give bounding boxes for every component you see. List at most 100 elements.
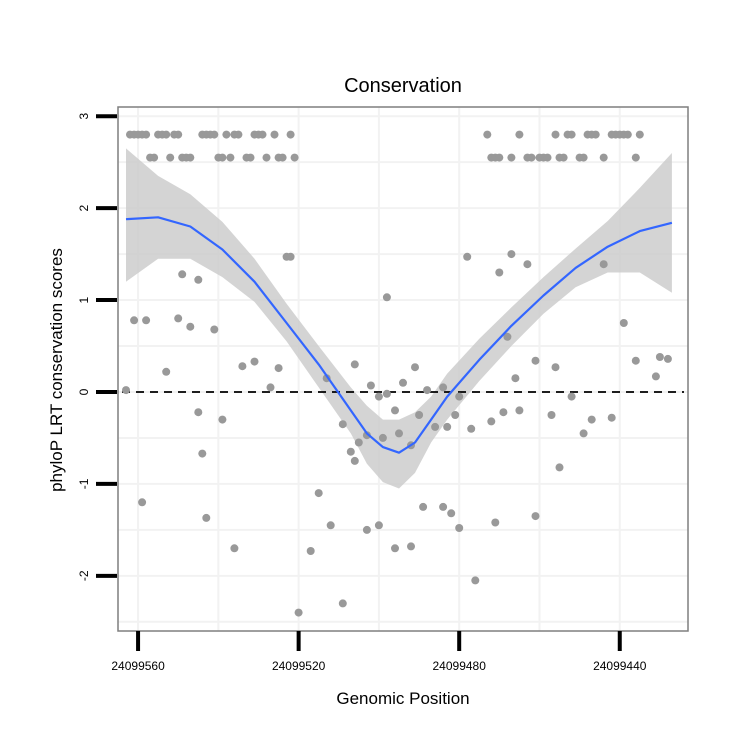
data-point [278, 153, 287, 162]
y-tick-label: 2 [77, 204, 91, 211]
data-point [346, 447, 355, 456]
data-point [419, 502, 428, 511]
data-point [230, 544, 239, 553]
data-point [198, 449, 207, 458]
data-point [174, 314, 183, 323]
data-point [290, 153, 299, 162]
data-point [631, 356, 640, 365]
data-point [515, 406, 524, 415]
data-point [378, 433, 387, 442]
x-tick-label: 24099520 [272, 659, 326, 673]
data-point [226, 153, 235, 162]
data-point [194, 408, 203, 417]
data-point [499, 408, 508, 417]
y-tick-label: -1 [77, 478, 91, 489]
plot-panel [118, 107, 688, 631]
chart-title: Conservation [344, 75, 462, 97]
data-point [511, 374, 520, 383]
data-point [635, 130, 644, 139]
data-point [655, 353, 664, 361]
data-point [366, 381, 375, 390]
data-point [491, 518, 500, 527]
data-point [234, 130, 243, 139]
data-point [166, 153, 175, 162]
data-point [623, 130, 632, 139]
data-point [350, 360, 359, 369]
data-point [607, 413, 616, 422]
data-point [587, 415, 596, 424]
data-point [455, 392, 464, 401]
data-point [447, 509, 456, 518]
data-point [523, 260, 532, 269]
data-point [567, 392, 576, 401]
data-point [467, 424, 476, 433]
data-point [130, 316, 139, 325]
data-point [415, 411, 424, 419]
data-point [495, 153, 504, 162]
y-tick-label: 3 [77, 113, 91, 120]
x-tick-label: 24099440 [593, 659, 647, 673]
data-point [471, 576, 480, 585]
data-point [551, 130, 560, 139]
x-axis-label: Genomic Position [336, 689, 469, 708]
data-point [142, 130, 151, 139]
data-point [495, 268, 504, 277]
y-tick-label: 0 [77, 388, 91, 395]
data-point [559, 153, 568, 162]
data-point [306, 547, 315, 555]
data-point [326, 521, 335, 530]
data-point [599, 153, 608, 162]
data-point [270, 130, 279, 139]
data-point [483, 130, 492, 139]
data-point [579, 153, 588, 162]
data-point [194, 275, 203, 284]
data-point [631, 153, 640, 162]
data-point [362, 525, 371, 534]
data-point [391, 406, 399, 415]
data-point [362, 431, 371, 440]
data-point [382, 389, 391, 398]
data-point [138, 498, 147, 507]
data-point [218, 415, 227, 424]
data-point [555, 463, 564, 472]
loess-fit-line [125, 216, 673, 454]
confidence-band-layer [126, 148, 672, 489]
data-point [202, 513, 211, 522]
data-point [142, 316, 151, 325]
data-point [439, 502, 448, 511]
data-point [250, 357, 259, 366]
data-point [599, 260, 608, 269]
data-point [579, 429, 588, 438]
x-axis: 24099560 24099520 24099480 24099440 [111, 631, 647, 673]
data-point [210, 130, 219, 139]
data-point [399, 378, 407, 387]
plot-frame [117, 106, 689, 632]
data-point [407, 542, 415, 551]
data-point [527, 153, 536, 162]
data-point [547, 411, 556, 419]
data-point [382, 293, 391, 302]
data-point [162, 130, 171, 139]
data-point [286, 252, 295, 261]
y-axis-label: phyloP LRT conservation scores [47, 248, 66, 492]
confidence-band [126, 148, 672, 489]
data-point [274, 364, 283, 373]
data-point [150, 153, 159, 162]
data-point [551, 363, 560, 372]
data-point [374, 521, 383, 530]
data-point [246, 153, 255, 162]
data-point [122, 386, 130, 395]
data-point [174, 130, 183, 139]
data-point [619, 319, 628, 327]
data-point [423, 386, 432, 395]
data-point [262, 153, 271, 162]
data-point [439, 383, 448, 392]
y-tick-label: 1 [77, 296, 91, 303]
data-point [374, 392, 383, 401]
data-point [591, 130, 600, 139]
data-point [350, 456, 359, 465]
data-point [178, 270, 187, 279]
data-point [663, 354, 672, 363]
